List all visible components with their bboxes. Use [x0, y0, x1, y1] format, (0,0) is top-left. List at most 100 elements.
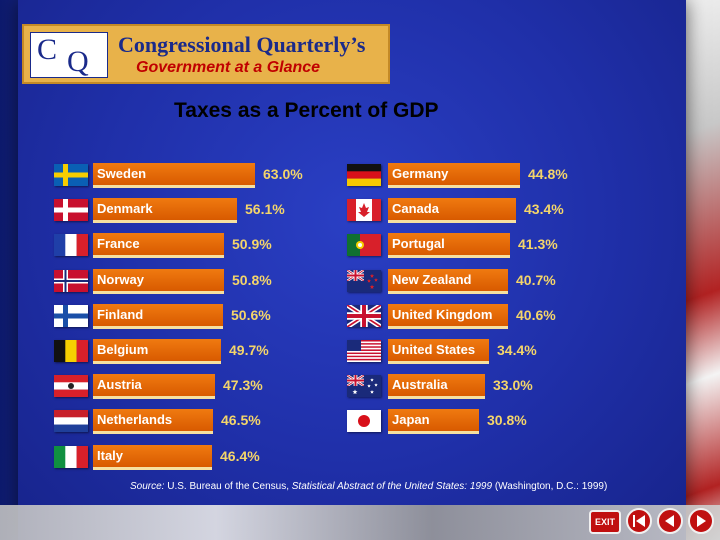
bar: Austria: [93, 374, 215, 400]
value-label: 47.3%: [223, 377, 263, 394]
next-slide-button[interactable]: [688, 508, 714, 534]
chart-title: Taxes as a Percent of GDP: [174, 99, 439, 122]
cq-logo-mark: C Q: [30, 32, 108, 78]
chart-row-austria: Austria 47.3%: [0, 373, 720, 400]
value-label: 34.4%: [497, 342, 537, 358]
value-label: 56.1%: [245, 201, 285, 218]
germany-flag-icon: [347, 164, 381, 186]
austria-flag-icon: [54, 375, 88, 398]
chart-row-norway: Norway 50.8%: [0, 268, 720, 294]
value-label: 63.0%: [263, 166, 303, 182]
united-states-flag-icon: [347, 340, 381, 362]
canada-flag-icon: [347, 199, 381, 222]
chart-row-united-kingdom: United Kingdom 40.6%: [0, 303, 720, 329]
value-label: 46.5%: [221, 412, 261, 429]
cq-logo: C Q Congressional Quarterly’s Government…: [22, 24, 390, 84]
category-label: Japan: [392, 412, 430, 428]
portugal-flag-icon: [347, 234, 381, 257]
bar: New Zealand: [388, 268, 508, 294]
bar: Italy: [93, 444, 212, 470]
bar: Denmark: [93, 198, 237, 224]
chart-row-germany: Germany 44.8%: [0, 162, 720, 188]
sweden-flag-icon: [54, 164, 88, 186]
value-label: 33.0%: [493, 377, 533, 394]
source-text-1: U.S. Bureau of the Census,: [164, 481, 292, 492]
category-label: Germany: [392, 166, 449, 181]
chart-row-netherlands: Netherlands 46.5%: [0, 408, 720, 435]
first-slide-button[interactable]: [626, 508, 652, 534]
previous-slide-button[interactable]: [657, 508, 683, 534]
bar: Australia: [388, 374, 485, 400]
bar: Belgium: [93, 339, 221, 364]
source-text-2: (Washington, D.C.: 1999): [492, 481, 608, 492]
value-label: 43.4%: [524, 201, 564, 218]
bar: Canada: [388, 198, 516, 224]
value-label: 44.8%: [528, 166, 568, 182]
logo-name: Congressional Quarterly’s: [118, 32, 366, 57]
denmark-flag-icon: [54, 199, 88, 222]
category-label: Finland: [97, 306, 144, 322]
category-label: France: [97, 236, 140, 252]
chart-row-canada: Canada 43.4%: [0, 197, 720, 224]
logo-subtitle: Government at a Glance: [136, 59, 321, 76]
chart-row-denmark: Denmark 56.1%: [0, 197, 720, 224]
value-label: 30.8%: [487, 412, 527, 429]
chart-row-japan: Japan 30.8%: [0, 408, 720, 435]
bar: Germany: [388, 163, 520, 188]
category-label: Sweden: [97, 166, 147, 181]
bar: United States: [388, 339, 489, 364]
category-label: Netherlands: [97, 412, 173, 428]
category-label: Denmark: [97, 201, 153, 217]
source-publication: Statistical Abstract of the United State…: [291, 481, 493, 492]
chart-row-sweden: Sweden 63.0%: [0, 162, 720, 188]
category-label: Australia: [392, 377, 448, 393]
bar: United Kingdom: [388, 303, 508, 329]
bar: Japan: [388, 409, 479, 435]
category-label: Belgium: [97, 342, 149, 357]
chart-row-finland: Finland 50.6%: [0, 303, 720, 329]
logo-letter-c: C: [37, 33, 58, 66]
bar: France: [93, 233, 224, 259]
chart-row-belgium: Belgium 49.7%: [0, 338, 720, 364]
category-label: New Zealand: [392, 271, 472, 287]
exit-button[interactable]: EXIT: [589, 510, 621, 534]
france-flag-icon: [54, 234, 88, 257]
category-label: Italy: [97, 447, 124, 463]
chart-row-new-zealand: New Zealand 40.7%: [0, 268, 720, 294]
bar: Sweden: [93, 163, 255, 188]
category-label: Austria: [97, 377, 142, 393]
chart-row-italy: Italy 46.4%: [0, 444, 720, 470]
chart-row-portugal: Portugal 41.3%: [0, 232, 720, 259]
category-label: United Kingdom: [392, 306, 493, 322]
category-label: United States: [392, 342, 476, 357]
japan-flag-icon: [347, 410, 381, 433]
value-label: 50.6%: [231, 306, 271, 323]
bar: Netherlands: [93, 409, 213, 435]
value-label: 41.3%: [518, 236, 558, 253]
value-label: 50.8%: [232, 271, 272, 288]
category-label: Norway: [97, 271, 144, 287]
value-label: 50.9%: [232, 236, 272, 253]
forward-arrow-icon: [697, 515, 706, 527]
value-label: 49.7%: [229, 342, 269, 358]
australia-flag-icon: [347, 375, 381, 398]
finland-flag-icon: [54, 304, 88, 327]
new-zealand-flag-icon: [347, 269, 381, 292]
netherlands-flag-icon: [54, 410, 88, 433]
value-label: 40.6%: [516, 306, 556, 323]
chart-row-united-states: United States 34.4%: [0, 338, 720, 364]
source-prefix: Source:: [130, 481, 165, 492]
bar: Portugal: [388, 233, 510, 259]
bar: Finland: [93, 303, 223, 329]
skip-back-icon: [633, 515, 645, 527]
category-label: Portugal: [392, 236, 445, 252]
belgium-flag-icon: [54, 340, 88, 362]
italy-flag-icon: [54, 445, 88, 468]
chart-row-france: France 50.9%: [0, 232, 720, 259]
bar: Norway: [93, 268, 224, 294]
back-arrow-icon: [665, 515, 674, 527]
chart-row-australia: Australia 33.0%: [0, 373, 720, 400]
united-kingdom-flag-icon: [347, 304, 381, 327]
value-label: 40.7%: [516, 271, 556, 288]
